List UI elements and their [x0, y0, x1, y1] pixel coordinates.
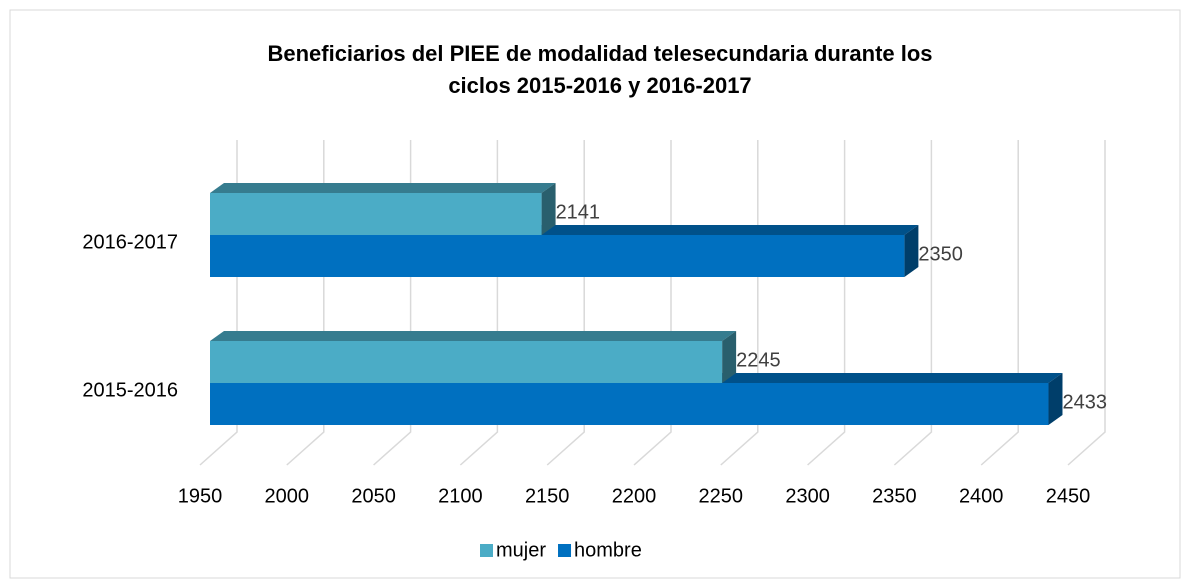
legend-swatch — [480, 544, 493, 557]
grid-line — [893, 140, 933, 466]
chart-title-line2: ciclos 2015-2016 y 2016-2017 — [448, 73, 751, 98]
bar-side — [722, 331, 737, 383]
value-label: 2350 — [918, 243, 963, 265]
bar-top — [210, 183, 556, 193]
bar — [210, 183, 556, 235]
x-tick-label: 2250 — [699, 485, 744, 507]
bar-front — [210, 341, 723, 383]
bar-front — [210, 193, 542, 235]
chart-border — [9, 9, 1181, 579]
legend-label: mujer — [496, 539, 546, 561]
bar-side — [904, 225, 919, 277]
bar — [210, 331, 737, 383]
grid-line — [980, 140, 1019, 466]
legend-label: hombre — [574, 539, 642, 561]
bar-side — [541, 183, 556, 235]
category-label: 2015-2016 — [82, 379, 178, 401]
bar-side — [1048, 373, 1063, 425]
bar-top — [210, 331, 737, 341]
category-label: 2016-2017 — [82, 231, 178, 253]
chart-title: Beneficiarios del PIEE de modalidad tele… — [267, 41, 932, 66]
x-tick-label: 2000 — [265, 485, 310, 507]
x-tick-label: 2400 — [959, 485, 1004, 507]
grid-line — [1067, 140, 1106, 466]
x-tick-label: 1950 — [178, 485, 223, 507]
legend-swatch — [558, 544, 572, 557]
x-tick-label: 2050 — [351, 485, 396, 507]
value-label: 2245 — [736, 349, 781, 371]
bar-front — [210, 235, 905, 277]
x-tick-label: 2200 — [612, 485, 657, 507]
x-tick-label: 2150 — [525, 485, 570, 507]
x-tick-label: 2450 — [1046, 485, 1091, 507]
value-label: 2141 — [556, 201, 601, 223]
x-tick-label: 2100 — [438, 485, 483, 507]
x-tick-label: 2300 — [785, 485, 830, 507]
bar-front — [210, 383, 1049, 425]
value-label: 2433 — [1062, 391, 1107, 413]
x-tick-label: 2350 — [872, 485, 917, 507]
